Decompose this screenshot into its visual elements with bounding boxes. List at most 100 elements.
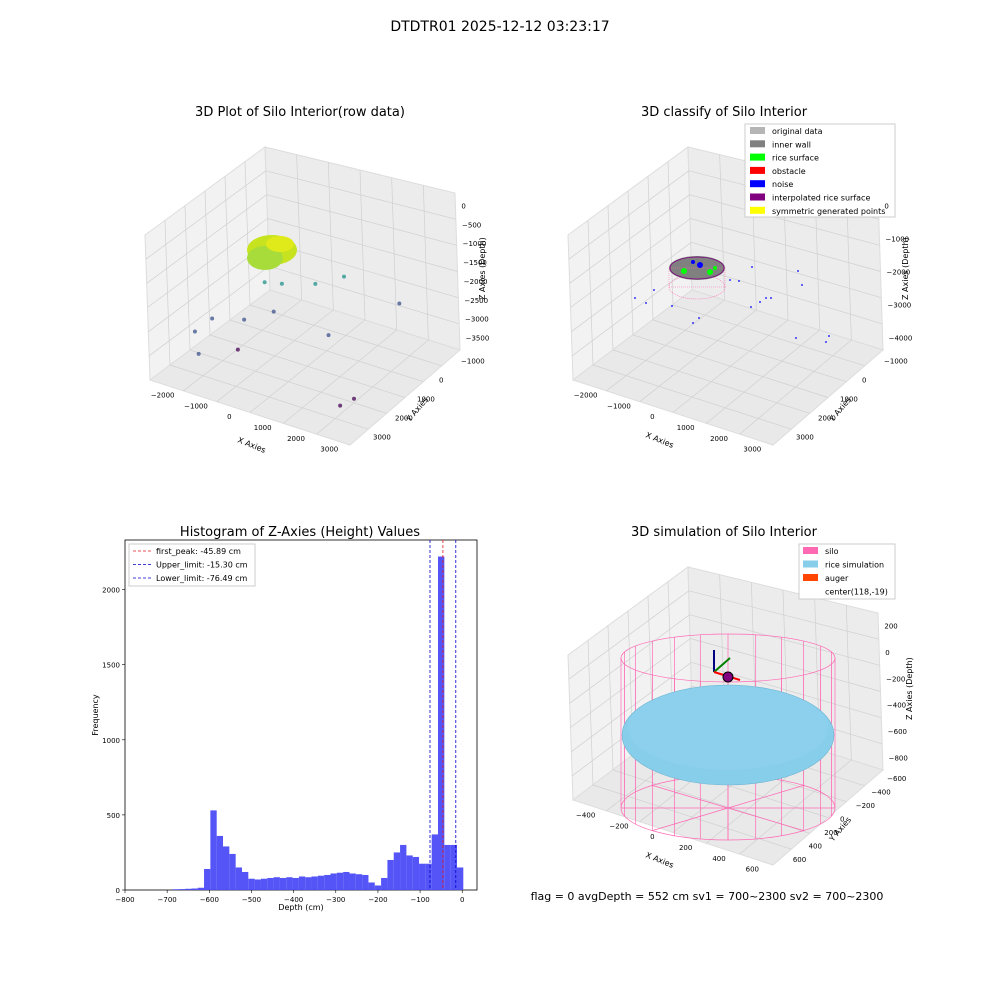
scatter-point (397, 301, 401, 305)
x-tick-label: 2000 (287, 435, 305, 443)
histogram-xlabel: Depth (cm) (278, 903, 323, 912)
z-tick-label: −4000 (889, 334, 913, 342)
legend-label: symmetric generated points (772, 207, 885, 216)
noise-point (759, 301, 761, 303)
histogram-bar (406, 855, 412, 890)
scatter-point (263, 280, 267, 284)
histogram-bar (356, 874, 362, 890)
classify-3d-xlabel: X Axies (644, 431, 675, 450)
x-tick-label: 0 (650, 413, 654, 421)
x-tick-label: −800 (115, 896, 134, 904)
x-tick-label: −500 (242, 896, 261, 904)
z-tick-label: 0 (885, 649, 889, 657)
histogram-bar (198, 888, 204, 890)
histogram-bar (400, 845, 406, 890)
histogram-plot-area (125, 540, 477, 890)
panel-raw-3d: 3D Plot of Silo Interior(row data) −2000… (145, 105, 489, 455)
panel-classify-3d: 3D classify of Silo Interior original da… (568, 105, 912, 454)
legend-swatch (750, 167, 765, 174)
x-tick-label: 400 (712, 855, 725, 863)
scatter-point (327, 333, 331, 337)
x-tick-label: −200 (368, 896, 387, 904)
legend-label: inner wall (772, 140, 811, 149)
z-tick-label: −600 (888, 728, 907, 736)
histogram-title: Histogram of Z-Axies (Height) Values (180, 525, 420, 540)
x-tick-label: −1000 (607, 402, 631, 410)
histogram-bar (312, 876, 318, 890)
x-tick-label: 200 (679, 844, 692, 852)
simulation-3d-title: 3D simulation of Silo Interior (631, 525, 818, 540)
scatter-point (242, 318, 246, 322)
histogram-bar (387, 860, 393, 890)
x-tick-label: −200 (609, 822, 628, 830)
histogram-yticks: 0500100015002000 (102, 587, 125, 895)
x-tick-label: 3000 (320, 446, 338, 454)
histogram-bar (299, 876, 305, 890)
scatter-point (210, 316, 214, 320)
noise-point (671, 305, 673, 307)
raw-3d-title: 3D Plot of Silo Interior(row data) (195, 105, 405, 120)
legend-swatch (750, 154, 765, 161)
scatter-point (338, 404, 342, 408)
histogram-ylabel: Frequency (91, 694, 100, 736)
x-tick-label: −100 (410, 896, 429, 904)
histogram-bar (267, 878, 273, 890)
x-tick-label: 1000 (254, 424, 272, 432)
legend-label: interpolated rice surface (772, 194, 870, 203)
z-tick-label: −500 (462, 221, 481, 229)
x-tick-label: −300 (326, 896, 345, 904)
classify-3d-zlabel: Z Axies (Depth) (901, 237, 910, 300)
z-tick-label: −400 (887, 702, 906, 710)
histogram-bar (324, 875, 330, 890)
legend-label: first_peak: -45.89 cm (156, 547, 241, 556)
histogram-bar (217, 836, 223, 890)
noise-point (692, 322, 694, 324)
x-tick-label: −700 (158, 896, 177, 904)
x-tick-label: −1000 (184, 402, 208, 410)
raw-3d-xlabel: X Axies (236, 436, 267, 455)
simulation-3d-xlabel: X Axies (644, 851, 675, 870)
histogram-bar (236, 867, 242, 890)
histogram-bar (368, 882, 374, 890)
histogram-bar (305, 877, 311, 890)
histogram-bar (343, 872, 349, 890)
histogram-bar (179, 889, 185, 890)
histogram-bar (419, 864, 425, 890)
y-tick-label: 0 (116, 887, 120, 895)
legend-swatch (750, 207, 765, 214)
histogram-bar (457, 867, 463, 890)
y-tick-label: −1000 (884, 358, 908, 366)
legend-swatch (750, 140, 765, 147)
scatter-point (342, 275, 346, 279)
legend-swatch (750, 127, 765, 134)
histogram-bar (204, 869, 210, 890)
noise-point (738, 280, 740, 282)
histogram-bar (425, 864, 431, 890)
histogram-bar (223, 846, 229, 890)
noise-point (825, 341, 827, 343)
legend-swatch (750, 194, 765, 201)
legend-swatch (803, 561, 818, 568)
z-tick-label: 0 (884, 203, 888, 211)
classify-3d-legend: original datainner wallrice surfaceobsta… (745, 124, 895, 217)
legend-label: Upper_limit: -15.30 cm (156, 561, 248, 570)
scatter-point (280, 282, 284, 286)
histogram-bar (444, 845, 450, 890)
y-tick-label: 1500 (102, 662, 120, 670)
x-tick-label: −400 (576, 811, 595, 819)
legend-swatch (750, 180, 765, 187)
histogram-bar (438, 557, 444, 890)
x-tick-label: 0 (460, 896, 464, 904)
legend-label: noise (772, 180, 793, 189)
histogram-bar (229, 854, 235, 890)
noise-point (770, 297, 772, 299)
x-tick-label: −2000 (151, 391, 175, 399)
noise-point (729, 279, 731, 281)
legend-label: center(118,-19) (825, 588, 888, 597)
histogram-bar (185, 889, 191, 890)
x-tick-label: 0 (650, 833, 654, 841)
scatter-point (197, 352, 201, 356)
y-tick-label: 2000 (102, 587, 120, 595)
panel-histogram: Histogram of Z-Axies (Height) Values −80… (91, 525, 477, 912)
legend-label: original data (772, 127, 823, 136)
